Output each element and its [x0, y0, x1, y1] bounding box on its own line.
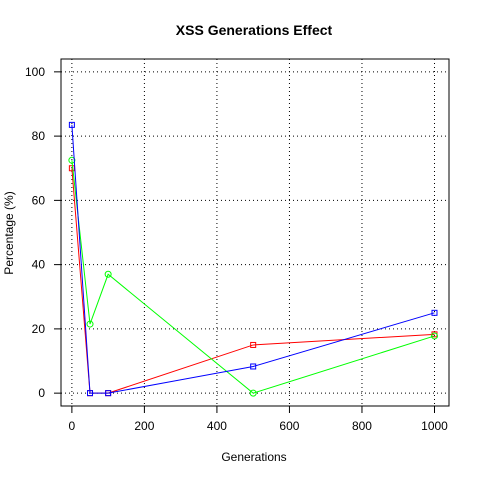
- y-tick-label-3: 60: [32, 193, 46, 207]
- data-point: [87, 390, 94, 397]
- x-tick-label-5: 1000: [421, 419, 448, 433]
- x-tick-label-1: 200: [134, 419, 154, 433]
- x-tick-label-4: 800: [352, 419, 372, 433]
- x-tick-label-3: 600: [279, 419, 299, 433]
- chart-title: XSS Generations Effect: [176, 22, 333, 38]
- y-tick-label-2: 40: [32, 258, 46, 272]
- data-point: [68, 121, 75, 128]
- data-point: [430, 332, 438, 340]
- data-point: [250, 363, 257, 370]
- x-tick-label-0: 0: [69, 419, 76, 433]
- series-layer: [68, 121, 438, 397]
- plot-frame: [60, 58, 450, 407]
- data-point: [68, 156, 76, 164]
- y-tick-label-4: 80: [32, 129, 46, 143]
- y-tick-label-1: 20: [32, 322, 46, 336]
- x-axis-label: Generations: [221, 450, 286, 464]
- y-tick-label-0: 0: [38, 386, 45, 400]
- data-point: [104, 270, 112, 278]
- data-point: [105, 390, 112, 397]
- data-point: [431, 309, 438, 316]
- y-axis-label: Percentage (%): [2, 191, 16, 274]
- data-point: [249, 389, 257, 397]
- data-point: [86, 320, 94, 328]
- series-1: [68, 156, 438, 397]
- grid-lines: [61, 59, 449, 406]
- y-tick-label-5: 100: [25, 65, 45, 79]
- series-2: [68, 121, 438, 397]
- series-line-2: [71, 124, 435, 394]
- data-point: [250, 341, 257, 348]
- series-line-1: [71, 160, 435, 394]
- x-tick-label-2: 400: [207, 419, 227, 433]
